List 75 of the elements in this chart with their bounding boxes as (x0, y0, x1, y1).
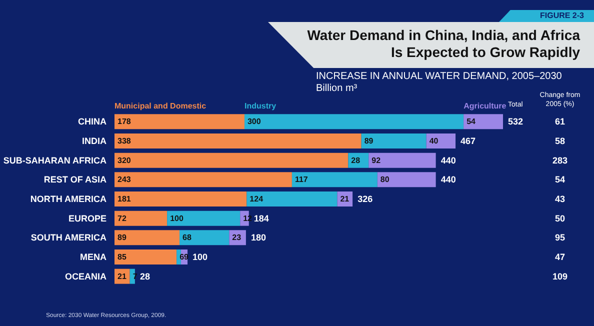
y-tick-label: OCEANIA (64, 271, 107, 282)
bar (130, 268, 135, 284)
total-label: 180 (250, 232, 266, 243)
series-label: Industry (244, 102, 277, 110)
bar (176, 250, 181, 264)
text: 54 (554, 174, 566, 185)
bar (464, 114, 503, 130)
total-label: 440 (440, 174, 456, 185)
bar (377, 172, 436, 188)
data-label: 21 (340, 194, 350, 204)
series-label: Agriculture (464, 102, 507, 110)
bar (292, 172, 378, 188)
y-tick-label: SOUTH AMERICA (30, 232, 107, 243)
bar (244, 114, 464, 130)
total-label: 440 (440, 155, 456, 166)
text: 43 (554, 194, 566, 204)
bar (114, 192, 247, 206)
total-label: 326 (358, 194, 373, 204)
bar (114, 114, 244, 130)
y-tick-label: INDIA (82, 136, 107, 146)
data-label: 92 (372, 156, 382, 165)
data-label: 300 (247, 117, 262, 126)
data-label: 243 (117, 175, 132, 184)
text: 58 (554, 136, 566, 146)
total-label: 100 (192, 252, 208, 262)
data-label: 89 (117, 233, 127, 242)
text: 47 (554, 252, 566, 262)
data-label: 117 (294, 175, 308, 184)
text: 50 (554, 213, 566, 224)
y-tick-label: CHINA (78, 116, 107, 127)
y-tick-label: MENA (80, 252, 107, 262)
data-label: 178 (117, 117, 132, 126)
y-tick-label: REST OF ASIA (44, 174, 107, 185)
data-label: 28 (351, 156, 361, 165)
data-label: 23 (232, 233, 242, 242)
series-label: Municipal and Domestic (114, 102, 207, 110)
y-tick-label: EUROPE (68, 213, 106, 224)
data-label: 54 (466, 117, 476, 126)
text: 283 (552, 155, 568, 166)
bar (114, 210, 168, 226)
bar (426, 134, 456, 148)
total-label: 28 (140, 271, 150, 282)
bar (114, 172, 292, 188)
text: 95 (554, 232, 566, 243)
text: 109 (552, 271, 568, 282)
bar (114, 152, 348, 168)
data-label: 80 (380, 175, 390, 184)
y-tick-label: NORTH AMERICA (30, 194, 107, 204)
bar (368, 152, 436, 168)
total-label: 184 (254, 213, 269, 224)
data-label: 100 (170, 214, 184, 223)
data-label: 338 (117, 136, 132, 146)
caption: FIGURE 2-3 (540, 10, 584, 22)
bar (179, 230, 230, 246)
data-label: 320 (117, 156, 132, 165)
y-tick-label: SUB-SAHARAN AFRICA (3, 155, 107, 166)
data-label: 21 (117, 272, 127, 281)
bar (361, 134, 426, 148)
data-label: 40 (429, 136, 439, 146)
bar (114, 230, 180, 246)
data-label: 89 (364, 136, 374, 146)
total-label: 532 (508, 116, 524, 127)
text: 61 (554, 116, 566, 127)
data-label: 181 (117, 194, 132, 204)
data-label: 85 (117, 252, 127, 262)
data-label: 72 (117, 214, 127, 223)
bar (114, 134, 362, 148)
bar (167, 210, 240, 226)
bar (114, 250, 177, 264)
chart-title: Water Demand in China, India, and Africa Is Expected to Grow Rapidly (307, 27, 580, 61)
bar (246, 192, 338, 206)
data-label: 124 (250, 194, 264, 204)
data-label: 68 (182, 233, 192, 242)
total-label: 467 (460, 136, 476, 146)
data-label: 6 (180, 252, 185, 262)
